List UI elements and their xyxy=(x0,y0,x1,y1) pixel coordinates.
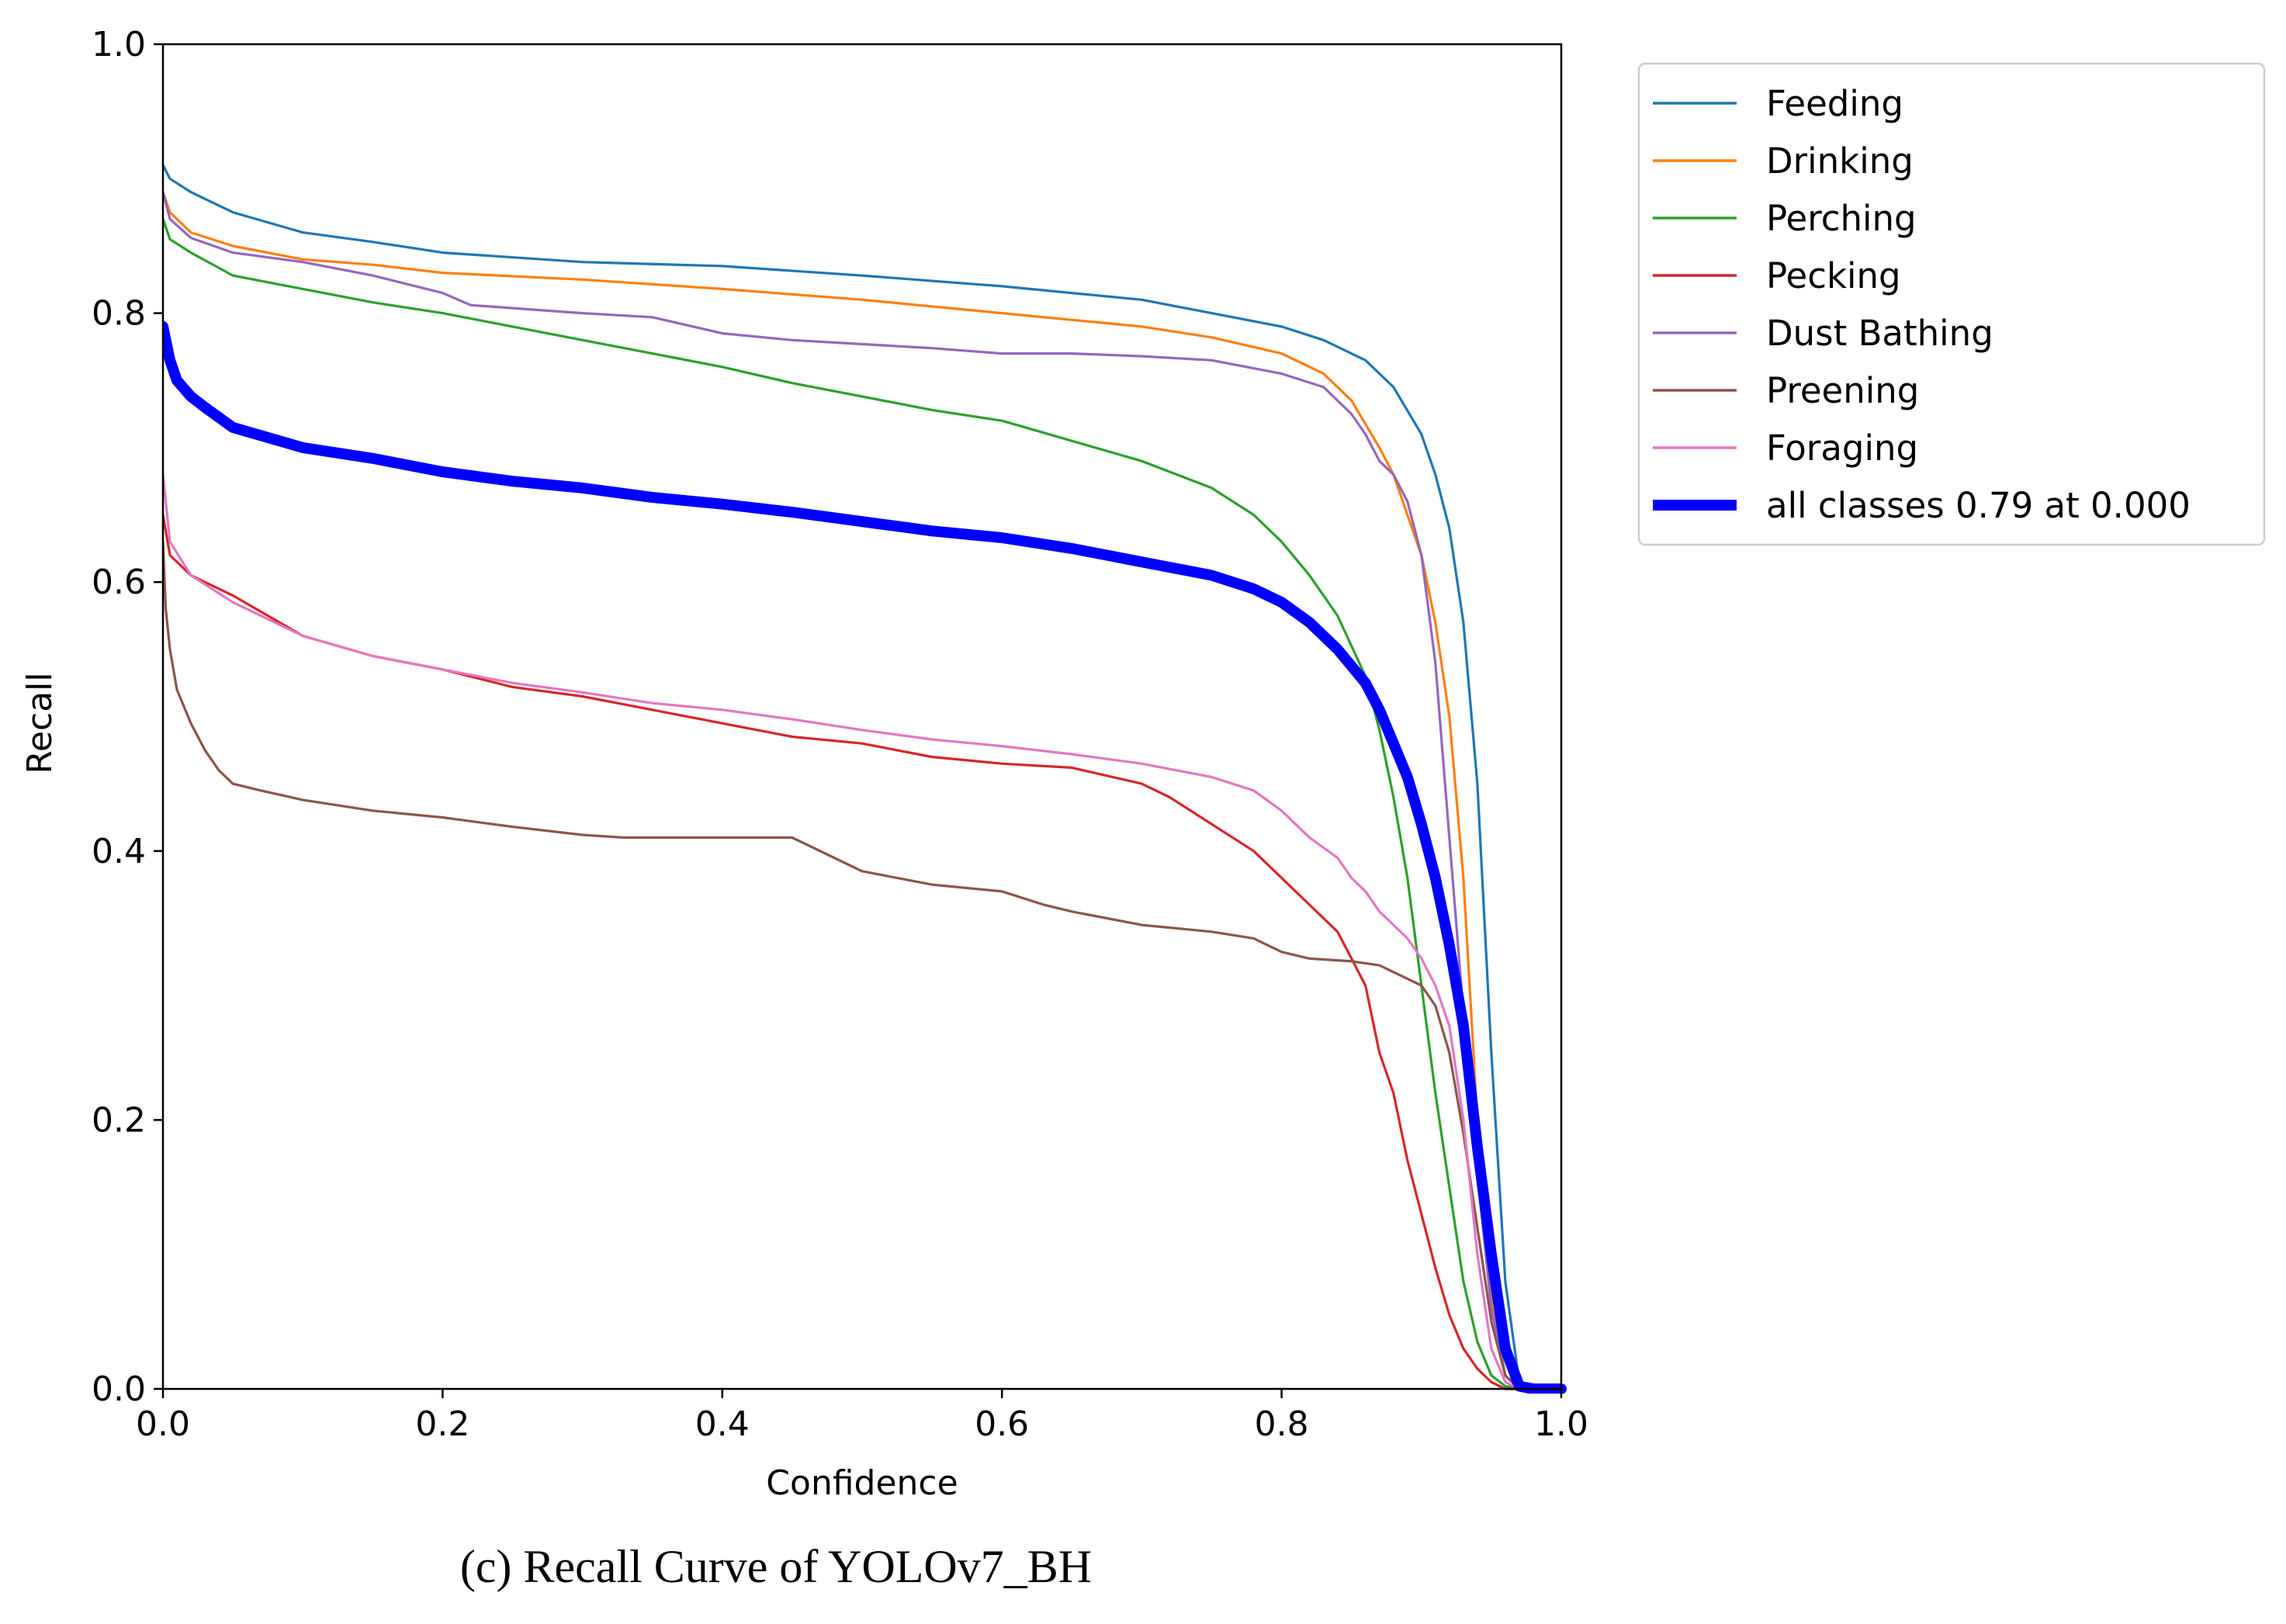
y-axis-ticks: 0.0 0.2 0.4 0.6 0.8 1.0 xyxy=(92,25,163,1409)
series-line-perching xyxy=(163,217,1563,1390)
x-tick-label: 0.2 xyxy=(415,1404,469,1444)
series-line-all-classes-0-79-at-0-000 xyxy=(163,320,1567,1394)
y-tick-label: 0.6 xyxy=(92,563,146,602)
figure-caption: (c) Recall Curve of YOLOv7_BH xyxy=(459,1541,1093,1592)
y-tick-label: 0.4 xyxy=(92,832,146,871)
plot-area xyxy=(163,44,1561,1389)
legend-label: Foraging xyxy=(1766,428,1918,469)
legend-box xyxy=(1637,62,2266,546)
legend-label: Pecking xyxy=(1766,255,1901,296)
y-tick-label: 0.0 xyxy=(92,1369,146,1409)
legend: Feeding Drinking Perching Pecking Dust Bathi… xyxy=(1637,62,2266,546)
series-line-feeding xyxy=(163,164,1563,1390)
y-tick-label: 0.8 xyxy=(92,294,146,334)
x-tick-label: 0.0 xyxy=(136,1404,190,1444)
x-axis-ticks: 0.0 0.2 0.4 0.6 0.8 1.0 xyxy=(136,1389,1588,1444)
legend-label: Feeding xyxy=(1766,83,1903,124)
y-tick-label: 1.0 xyxy=(92,25,146,64)
y-tick-label: 0.2 xyxy=(92,1100,146,1140)
plot-frame xyxy=(161,43,1563,1390)
x-tick-label: 0.4 xyxy=(695,1404,750,1444)
legend-label: Perching xyxy=(1766,198,1917,239)
axes xyxy=(163,44,1561,1389)
legend-label: Preening xyxy=(1766,370,1919,411)
legend-label: all classes 0.79 at 0.000 xyxy=(1766,485,2191,526)
x-axis-label: Confidence xyxy=(766,1463,958,1503)
axes-frame xyxy=(161,43,1563,1390)
series-line-preening xyxy=(163,540,1563,1390)
series-lines xyxy=(163,164,1567,1394)
x-tick-label: 0.8 xyxy=(1255,1404,1309,1444)
series-line-foraging xyxy=(163,473,1563,1390)
y-axis-label: Recall xyxy=(20,672,60,774)
legend-label: Drinking xyxy=(1766,140,1914,182)
x-tick-label: 0.6 xyxy=(975,1404,1029,1444)
x-tick-label: 1.0 xyxy=(1534,1404,1588,1444)
legend-label: Dust Bathing xyxy=(1766,313,1993,354)
